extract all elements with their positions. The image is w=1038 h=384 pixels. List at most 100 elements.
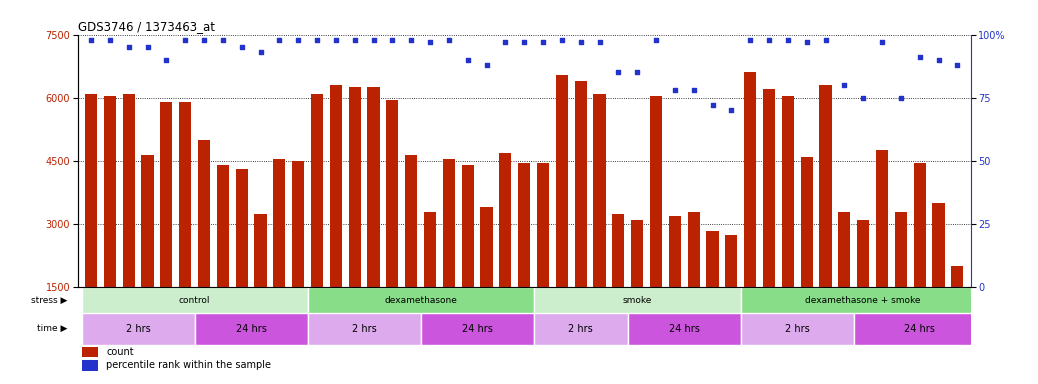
Bar [462,165,473,288]
Point [610,70,627,76]
Point [215,36,231,43]
Bar [236,169,248,288]
Point [836,82,852,88]
Bar [726,235,737,288]
Point [328,36,345,43]
Bar [499,152,512,288]
Bar [194,313,307,345]
Text: stress ▶: stress ▶ [31,296,67,305]
Bar [273,159,285,288]
Point [421,39,438,45]
Point [874,39,891,45]
Bar [668,216,681,288]
Bar [82,313,194,345]
Text: GDS3746 / 1373463_at: GDS3746 / 1373463_at [78,20,215,33]
Point [479,62,495,68]
Bar [854,313,986,345]
Point [893,95,909,101]
Point [139,44,156,50]
Bar [104,96,116,288]
Point [949,62,965,68]
Text: dexamethasone + smoke: dexamethasone + smoke [805,296,921,305]
Point [742,36,759,43]
Point [817,36,834,43]
Text: 2 hrs: 2 hrs [126,324,151,334]
Point [365,36,382,43]
Bar [932,203,945,288]
Text: 24 hrs: 24 hrs [904,324,935,334]
Bar [141,155,154,288]
Point [83,36,100,43]
Bar [741,288,986,313]
Bar [85,94,98,288]
Point [592,39,608,45]
Point [572,39,589,45]
Point [535,39,551,45]
Bar [330,85,342,288]
Bar [254,214,267,288]
Point [723,108,740,114]
Bar [534,288,741,313]
Bar [687,212,700,288]
Point [629,70,646,76]
Point [440,36,457,43]
Text: 2 hrs: 2 hrs [785,324,810,334]
Bar [122,94,135,288]
Point [234,44,250,50]
Bar [913,163,926,288]
Text: 24 hrs: 24 hrs [668,324,700,334]
Bar [481,207,493,288]
Point [403,36,419,43]
Bar [628,313,741,345]
Bar [951,266,963,288]
Bar [763,89,775,288]
Text: 24 hrs: 24 hrs [462,324,493,334]
Bar [82,360,99,371]
Bar [292,161,304,288]
Bar [420,313,534,345]
Bar [612,214,625,288]
Bar [307,313,420,345]
Bar [537,163,549,288]
Bar [650,96,662,288]
Bar [386,100,399,288]
Text: dexamethasone: dexamethasone [384,296,457,305]
Text: time ▶: time ▶ [36,324,67,333]
Text: count: count [107,347,134,357]
Point [158,57,174,63]
Bar [555,74,568,288]
Bar [405,155,417,288]
Text: 2 hrs: 2 hrs [352,324,377,334]
Bar [349,87,361,288]
Text: control: control [179,296,211,305]
Point [648,36,664,43]
Point [176,36,193,43]
Point [798,39,815,45]
Bar [839,212,850,288]
Bar [443,159,455,288]
Bar [82,288,307,313]
Bar [744,73,757,288]
Point [930,57,947,63]
Text: 24 hrs: 24 hrs [236,324,267,334]
Bar [741,313,854,345]
Bar [857,220,869,288]
Bar [631,220,644,288]
Bar [534,313,628,345]
Text: 2 hrs: 2 hrs [569,324,593,334]
Bar [575,81,586,288]
Bar [160,102,172,288]
Point [497,39,514,45]
Point [384,36,401,43]
Point [308,36,325,43]
Bar [782,96,794,288]
Bar [819,85,831,288]
Point [196,36,213,43]
Point [271,36,288,43]
Point [516,39,532,45]
Bar [800,157,813,288]
Bar [367,87,380,288]
Point [120,44,137,50]
Bar [307,288,534,313]
Point [855,95,872,101]
